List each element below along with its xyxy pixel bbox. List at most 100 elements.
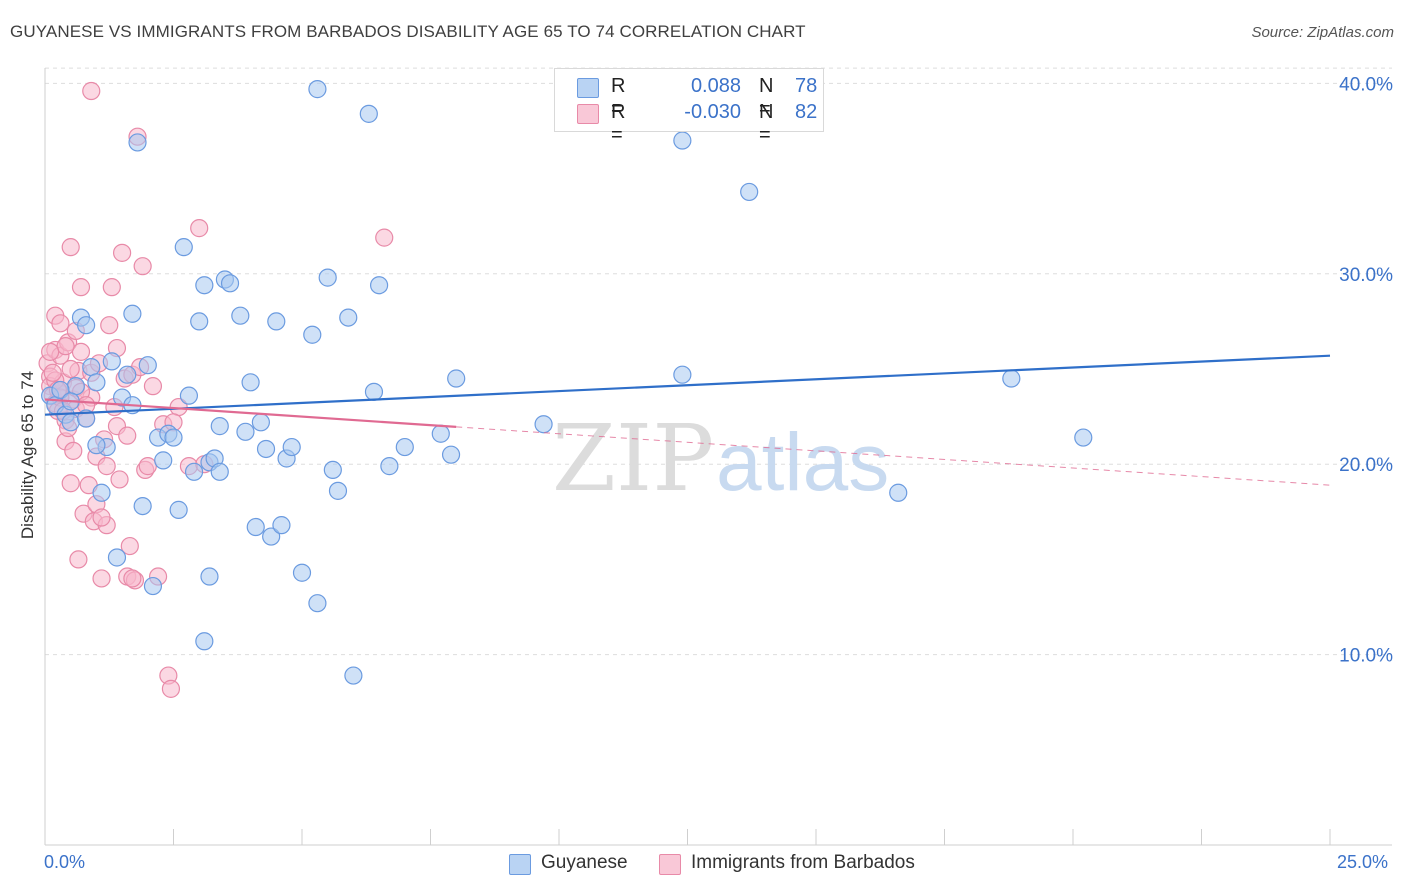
guyanese-point: [262, 527, 281, 546]
guyanese-point: [673, 365, 692, 384]
guyanese-point: [77, 316, 96, 335]
legend-label-guyanese: Guyanese: [541, 852, 628, 873]
guyanese-point: [380, 457, 399, 476]
guyanese-point: [370, 276, 389, 295]
guyanese-point: [308, 80, 327, 99]
x-tick-min: 0.0%: [44, 852, 86, 872]
guyanese-point: [179, 386, 199, 405]
guyanese-point: [102, 352, 121, 371]
n-label: N =: [759, 101, 774, 146]
r-label: R =: [611, 101, 626, 146]
series-barbados-points: [38, 81, 394, 698]
guyanese-point: [190, 312, 209, 331]
guyanese-point: [143, 576, 163, 596]
guyanese-point: [251, 413, 270, 432]
n-value: 82: [795, 101, 818, 123]
barbados-point: [138, 457, 157, 476]
barbados-point: [143, 377, 163, 396]
n-label: N =: [759, 75, 774, 120]
guyanese-point: [123, 304, 142, 323]
guyanese-point: [154, 451, 173, 470]
barbados-point: [120, 536, 139, 556]
guyanese-point: [328, 481, 348, 500]
guyanese-point: [195, 276, 214, 295]
legend-label-barbados: Immigrants from Barbados: [691, 852, 915, 873]
guyanese-point: [272, 516, 291, 535]
barbados-point: [51, 314, 70, 333]
guyanese-point: [364, 382, 384, 401]
guyanese-point: [61, 413, 80, 432]
guyanese-point: [200, 567, 219, 586]
guyanese-point: [889, 483, 908, 502]
guyanese-point: [344, 666, 363, 685]
x-tick-max: 25.0%: [1337, 852, 1389, 872]
guyanese-point: [82, 357, 101, 377]
guyanese-point: [1002, 369, 1021, 388]
guyanese-point: [241, 373, 260, 392]
barbados-point: [375, 228, 394, 247]
barbados-point: [97, 457, 116, 476]
correlation-legend: R = 0.088 N = 78 R = -0.030 N = 82: [554, 68, 824, 146]
guyanese-point: [303, 325, 322, 344]
guyanese-point: [195, 632, 214, 651]
barbados-point: [110, 470, 129, 489]
watermark: ZIP atlas: [552, 405, 889, 512]
guyanese-point: [66, 377, 85, 396]
guyanese-point: [87, 373, 106, 392]
trend-lines: [44, 354, 1331, 486]
guyanese-point: [267, 312, 286, 331]
y-tick-labels: 10.0% 20.0% 30.0% 40.0%: [1339, 74, 1393, 666]
barbados-point: [112, 243, 132, 262]
barbados-point: [56, 337, 75, 356]
barbados-trend-line: [44, 398, 457, 428]
guyanese-point: [220, 274, 240, 293]
guyanese-point: [292, 563, 312, 582]
barbados-point: [118, 426, 137, 445]
barbados-point: [71, 278, 91, 297]
n-value: 78: [795, 75, 818, 97]
series-guyanese-points: [41, 80, 1093, 685]
guyanese-point: [282, 437, 301, 457]
guyanese-point: [210, 462, 229, 481]
guyanese-point: [1074, 428, 1093, 447]
guyanese-point: [447, 369, 466, 388]
barbados-point: [43, 363, 62, 382]
y-tick-label: 30.0%: [1339, 265, 1393, 286]
source-label: Source: ZipAtlas.com: [1251, 24, 1394, 41]
guyanese-point: [246, 517, 265, 537]
barbados-point: [64, 441, 83, 460]
axes: [44, 68, 1392, 846]
barbados-point: [102, 278, 121, 297]
guyanese-point: [169, 500, 188, 519]
guyanese-point: [359, 104, 378, 123]
r-value: 0.088: [690, 75, 741, 97]
guyanese-point: [174, 238, 193, 257]
guyanese-swatch: [577, 78, 599, 98]
y-tick-label: 20.0%: [1339, 455, 1393, 476]
barbados-swatch: [659, 854, 681, 875]
guyanese-point: [339, 308, 358, 327]
barbados-point: [190, 219, 209, 238]
barbados-point: [161, 679, 181, 698]
guyanese-point: [184, 462, 204, 481]
barbados-point: [69, 550, 88, 569]
guyanese-point: [164, 428, 183, 447]
guyanese-swatch: [509, 854, 531, 875]
guyanese-point: [441, 445, 461, 464]
guyanese-point: [673, 131, 692, 150]
barbados-point: [71, 342, 91, 361]
guyanese-point: [210, 417, 229, 436]
barbados-point: [61, 359, 80, 379]
barbados-point: [123, 569, 142, 588]
guyanese-point: [431, 424, 450, 443]
barbados-swatch: [577, 104, 599, 124]
barbados-point: [41, 342, 60, 361]
barbados-trend-extension: [456, 426, 1331, 486]
series-legend: Guyanese Immigrants from Barbados: [0, 852, 1406, 878]
r-label: R =: [611, 75, 626, 120]
r-value: -0.030: [684, 101, 741, 123]
guyanese-point: [256, 439, 276, 459]
y-tick-label: 10.0%: [1339, 646, 1393, 667]
barbados-point: [92, 508, 111, 527]
